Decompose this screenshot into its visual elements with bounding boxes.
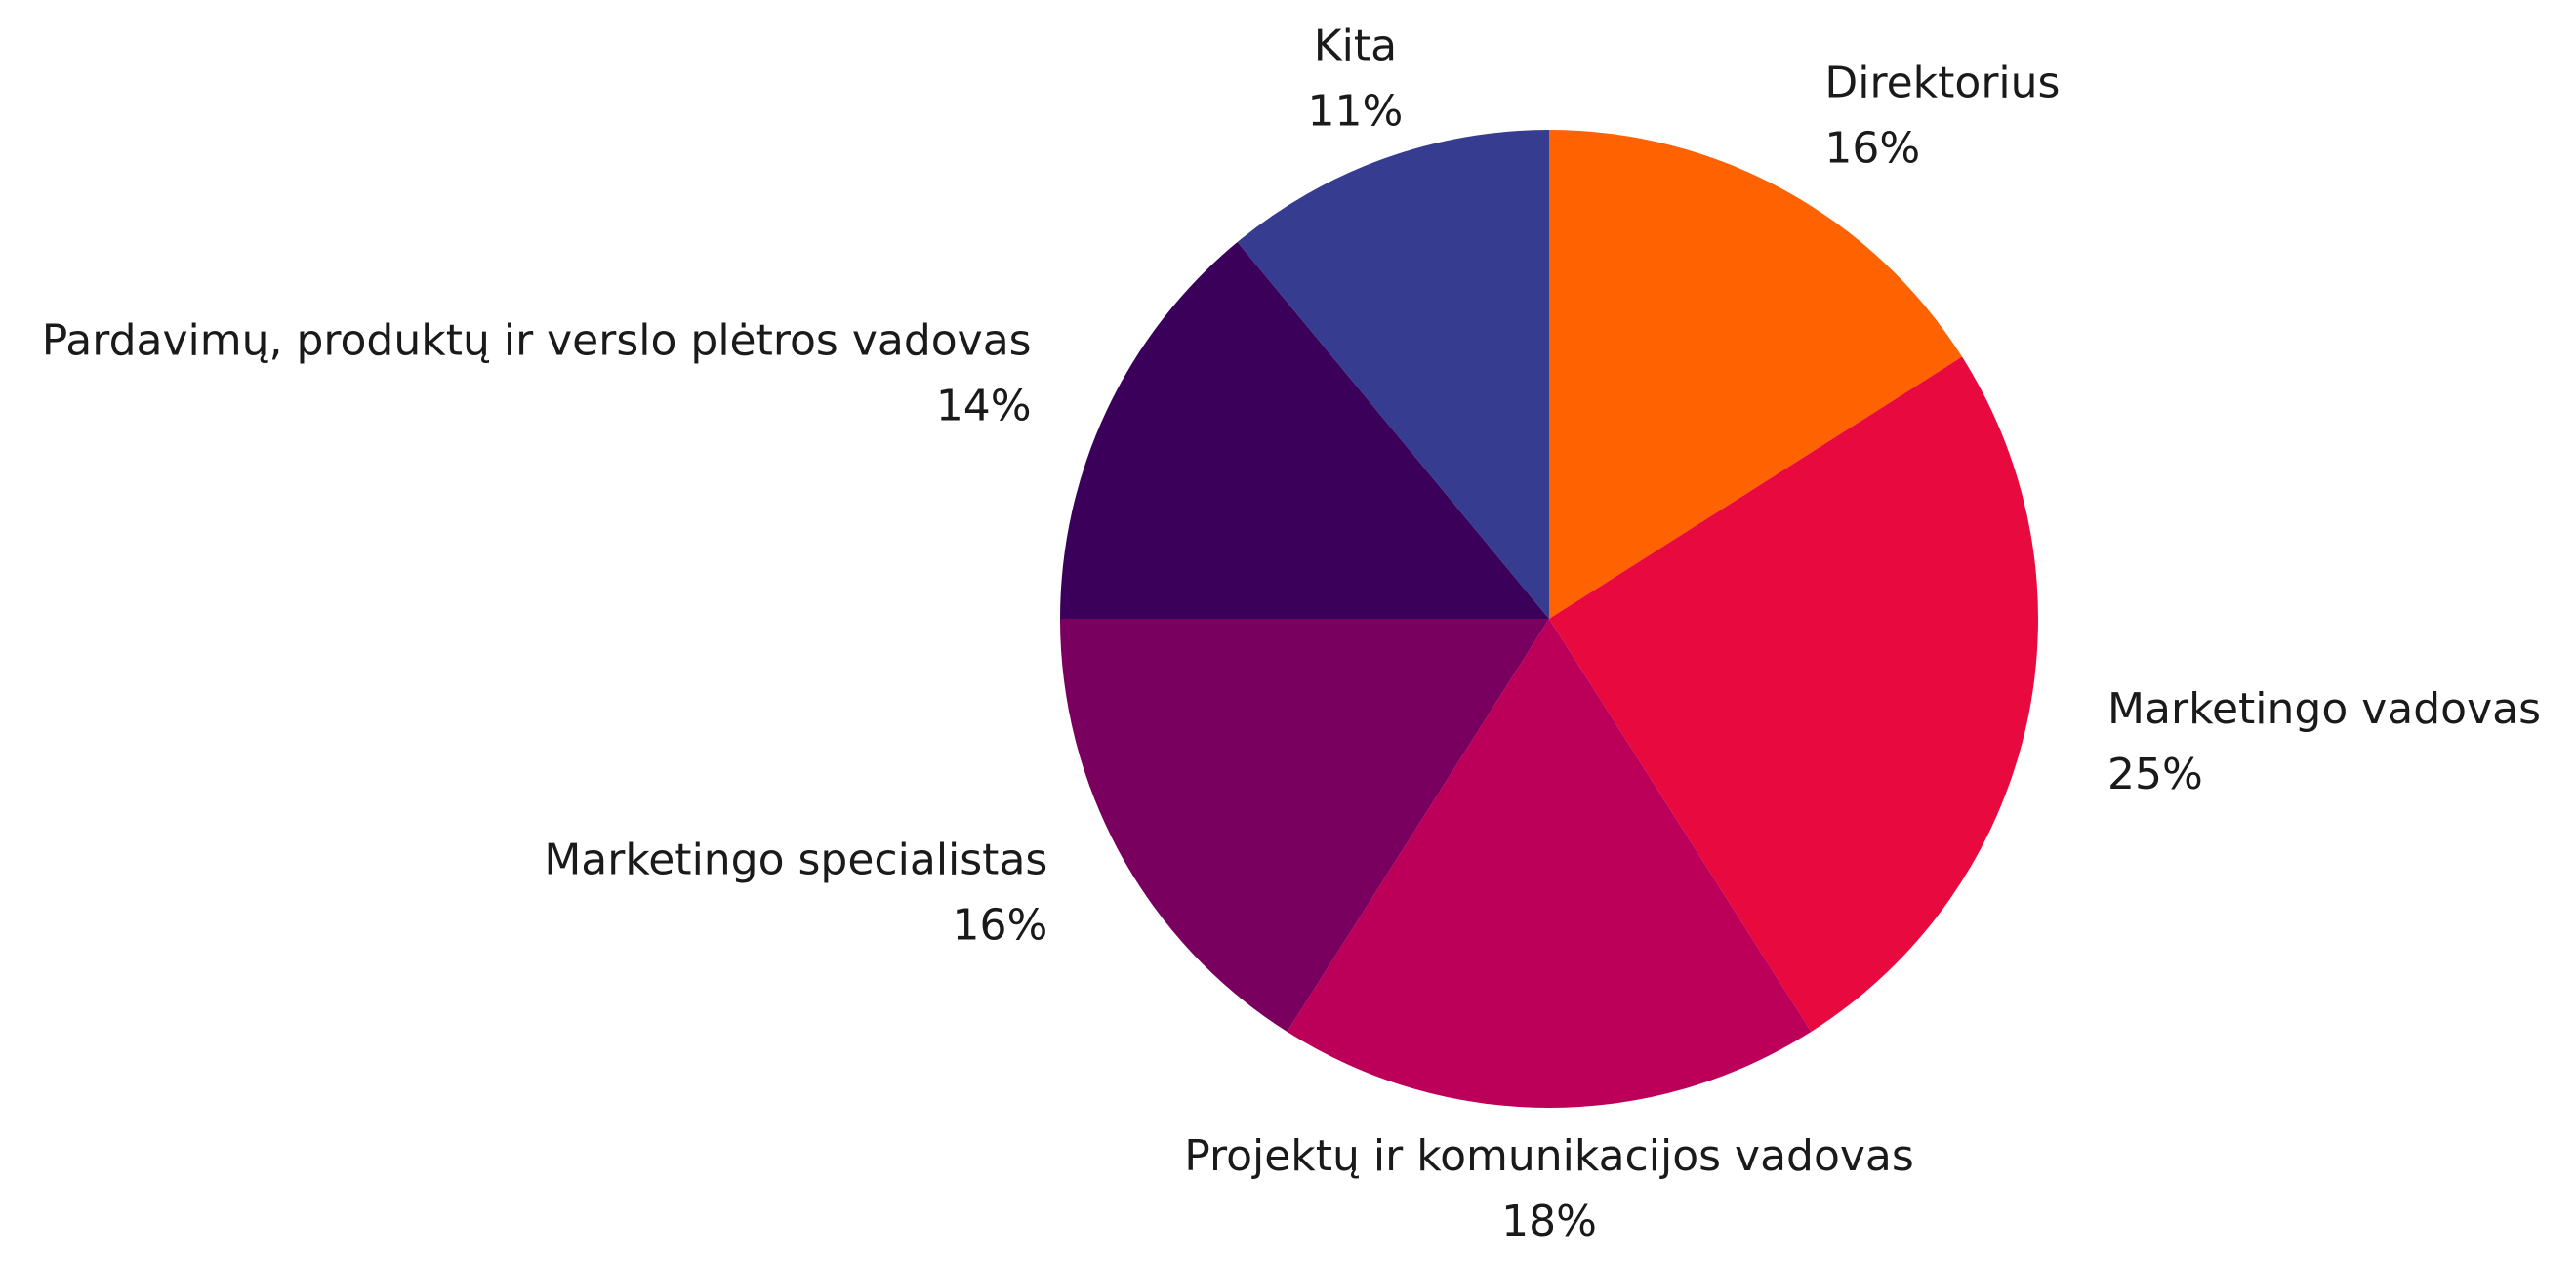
slice-value-label: 25% bbox=[2107, 750, 2203, 799]
slice-value-label: 11% bbox=[1308, 86, 1404, 136]
slice-value-label: 16% bbox=[953, 900, 1048, 950]
pie-slice bbox=[1237, 130, 1549, 619]
slice-label: Direktorius bbox=[1824, 58, 2060, 107]
pie-slice bbox=[1060, 619, 1549, 1033]
pie-slice bbox=[1549, 130, 1963, 619]
slice-label: Kita bbox=[1314, 20, 1397, 70]
slice-label: Projektų ir komunikacijos vadovas bbox=[1184, 1131, 1914, 1181]
slice-label: Marketingo vadovas bbox=[2107, 684, 2541, 734]
slice-value-label: 14% bbox=[936, 381, 1032, 430]
pie-slice bbox=[1060, 241, 1549, 619]
slice-value-label: 18% bbox=[1501, 1197, 1597, 1246]
slice-label: Pardavimų, produktų ir verslo plėtros va… bbox=[42, 315, 1032, 365]
pie-slice bbox=[1549, 356, 2038, 1033]
slice-label: Marketingo specialistas bbox=[544, 835, 1047, 884]
pie-slice bbox=[1287, 619, 1812, 1108]
slice-value-label: 16% bbox=[1824, 123, 1920, 173]
